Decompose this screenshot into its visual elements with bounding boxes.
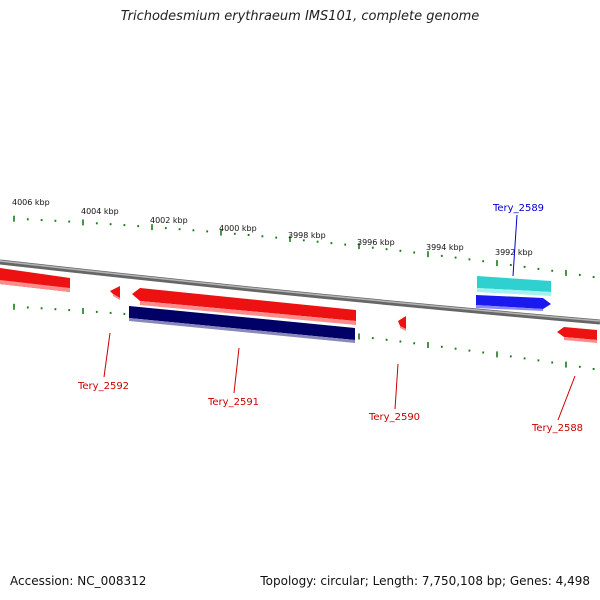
gene-tery-2593-partial[interactable] [0,268,70,292]
gene-label-tery-2592[interactable]: Tery_2592 [77,381,129,392]
leader-line [233,347,240,394]
gene-tery-2589-feature[interactable] [477,276,551,296]
leader-line [512,214,518,277]
gene-tery-2592-feature[interactable] [110,286,120,300]
gene-tery-2588-feature[interactable] [557,327,597,343]
gene-tery-2591-feature[interactable] [132,288,356,325]
cds-tery-2591-feature[interactable] [129,306,355,343]
leader-line [103,332,111,378]
outer-ruler [13,215,595,278]
ruler-label: 3996 kbp [357,238,395,247]
genome-summary-text: Topology: circular; Length: 7,750,108 bp… [260,574,590,588]
leader-line [394,363,399,410]
ruler-label: 3998 kbp [288,231,326,240]
ruler-label: 4000 kbp [219,224,257,233]
accession-text: Accession: NC_008312 [10,574,147,588]
ruler-label: 3992 kbp [495,248,533,257]
ruler-label: 4004 kbp [81,207,119,216]
ruler-label: 4006 kbp [12,198,50,207]
gene-label-tery-2588[interactable]: Tery_2588 [531,423,583,434]
leader-line [557,375,576,421]
gene-label-tery-2590[interactable]: Tery_2590 [368,412,420,423]
ruler-label: 3994 kbp [426,243,464,252]
map-title: Trichodesmium erythraeum IMS101, complet… [120,9,480,24]
gene-tery-2590-feature[interactable] [398,316,406,331]
ruler-label: 4002 kbp [150,216,188,225]
gene-label-tery-2591[interactable]: Tery_2591 [207,397,259,408]
cds-tery-2589-feature[interactable] [476,295,551,311]
genome-backbone [0,259,600,325]
gene-label-tery-2589[interactable]: Tery_2589 [492,203,544,214]
